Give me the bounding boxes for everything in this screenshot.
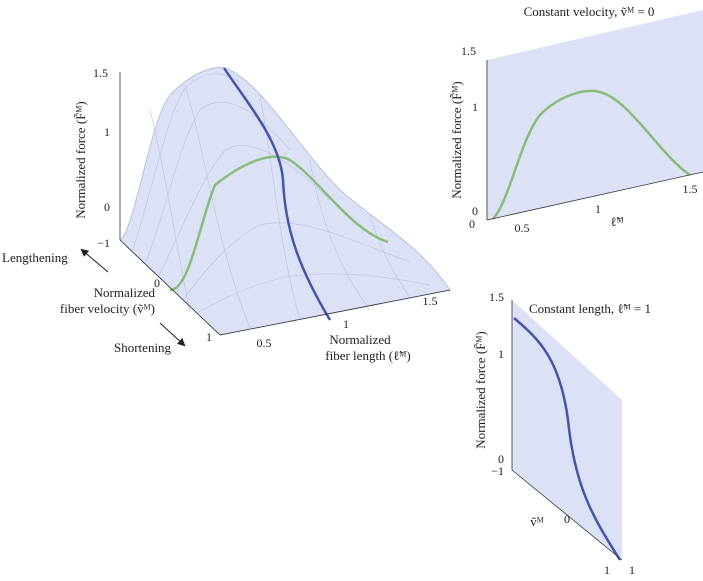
arrow xyxy=(80,248,109,273)
panel-title: Constant length, ℓ̃ᴹ = 1 xyxy=(529,301,651,316)
plane xyxy=(487,10,703,220)
axis-label: fiber length (ℓ̃ᴹ) xyxy=(325,348,410,363)
arrow xyxy=(159,322,186,347)
plane xyxy=(512,300,622,560)
tick-label: 0 xyxy=(104,200,110,214)
velocity-axis xyxy=(511,469,623,561)
length-axis xyxy=(486,171,703,221)
axis-label: Normalized force (F̃ᴹ) xyxy=(73,101,88,218)
velocity-curve xyxy=(492,89,691,220)
length-curve xyxy=(222,67,332,321)
surface-panel: 1.5 1 0 −1 0 1 0.5 1 1.5 Normalized forc… xyxy=(2,66,451,363)
tick-label: 1.5 xyxy=(489,290,504,304)
axis-label: ṽᴹ xyxy=(530,514,544,529)
axis-label: fiber velocity (ṽᴹ) xyxy=(60,301,155,316)
tick-label: 1 xyxy=(472,100,478,114)
velocity-axis xyxy=(119,239,221,336)
tick-label: 1 xyxy=(206,330,212,344)
tick-label: 0 xyxy=(564,512,570,526)
tick-label: 1.5 xyxy=(683,182,698,196)
tick-label: 1 xyxy=(343,317,349,331)
annotation: Shortening xyxy=(114,340,172,355)
surface-grid xyxy=(131,73,431,329)
length-curve xyxy=(513,317,622,561)
length-axis xyxy=(219,289,451,336)
panel-title: Constant velocity, ṽᴹ = 0 xyxy=(524,4,655,19)
tick-label: 1.5 xyxy=(93,66,108,80)
tick-label: 1.5 xyxy=(423,294,438,308)
tick-label: 1 xyxy=(629,563,635,577)
tick-label: −1 xyxy=(97,236,110,250)
tick-label: 1 xyxy=(498,347,504,361)
axis-label: ℓ̃ᴹ xyxy=(610,214,623,229)
axis-label: Normalized force (F̃ᴹ) xyxy=(473,331,488,448)
tick-label: 0.5 xyxy=(515,221,530,235)
axis-label: Normalized xyxy=(94,285,156,300)
tick-label: 0 xyxy=(498,452,504,466)
tick-label: 0.5 xyxy=(257,336,272,350)
axis-label: Normalized force (F̃ᴹ) xyxy=(449,81,464,198)
tick-label: 0 xyxy=(154,276,160,290)
length-panel: Constant length, ℓ̃ᴹ = 1 Normalized forc… xyxy=(473,290,651,577)
annotation: Lengthening xyxy=(2,250,68,265)
tick-label: 1 xyxy=(595,202,601,216)
tick-label: 1.5 xyxy=(461,44,476,58)
tick-label: 1 xyxy=(104,125,110,139)
tick-label: −1 xyxy=(491,464,504,478)
tick-label: 1 xyxy=(604,563,610,577)
tick-label: 0 xyxy=(469,217,475,231)
axis-label: Normalized xyxy=(329,332,391,347)
velocity-curve xyxy=(169,155,389,292)
velocity-panel: Constant velocity, ṽᴹ = 0 Normalized for… xyxy=(449,4,703,235)
tick-label: 0 xyxy=(472,204,478,218)
